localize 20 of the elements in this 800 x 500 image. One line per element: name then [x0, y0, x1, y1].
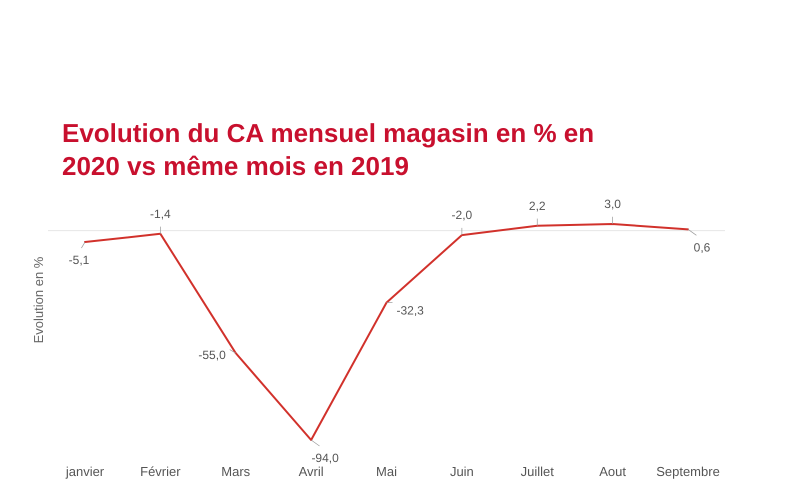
x-tick-label: Mars	[221, 464, 251, 479]
data-label: -2,0	[452, 208, 473, 222]
x-tick-label: Juillet	[520, 464, 554, 479]
data-label: 3,0	[604, 197, 622, 211]
data-label: -1,4	[150, 206, 172, 221]
y-axis-title: Evolution en %	[31, 256, 46, 344]
x-tick-label: Aout	[599, 464, 626, 479]
x-tick-label: Février	[140, 464, 182, 479]
x-tick-label: Juin	[450, 464, 474, 479]
data-label: 0,6	[694, 240, 711, 254]
data-label: 2,2	[528, 198, 546, 213]
chart-title: Evolution du CA mensuel magasin en % en 2020 vs même mois en 2019	[62, 118, 594, 181]
data-label: -94,0	[311, 451, 340, 465]
x-tick-label: Septembre	[656, 464, 720, 479]
x-tick-label: janvier	[64, 464, 105, 479]
x-tick-label: Avril	[298, 464, 324, 479]
x-tick-label: Mai	[376, 464, 398, 479]
data-label: -5,1	[68, 253, 90, 268]
data-label: -32,3	[396, 304, 424, 318]
data-label: -55,0	[198, 348, 226, 362]
